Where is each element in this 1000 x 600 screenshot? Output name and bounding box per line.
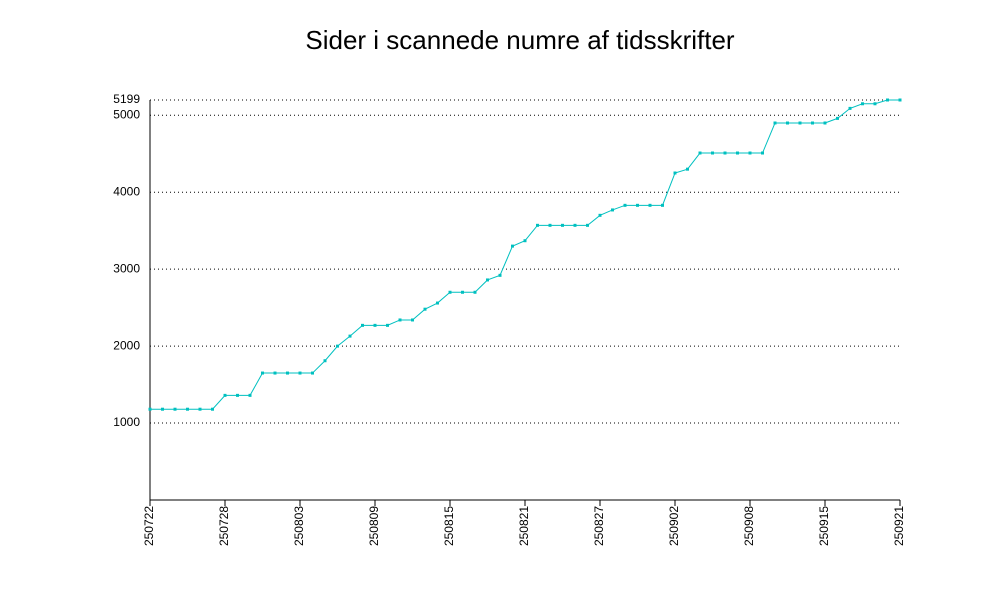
data-point — [248, 393, 252, 397]
x-tick-label: 250915 — [817, 506, 831, 546]
data-point — [323, 359, 327, 363]
chart-title: Sider i scannede numre af tidsskrifter — [305, 25, 735, 55]
data-point — [498, 273, 502, 277]
data-point — [486, 278, 489, 282]
data-point — [423, 307, 427, 311]
data-point — [811, 121, 814, 125]
data-point — [373, 323, 377, 327]
data-point — [573, 223, 577, 227]
data-point — [686, 167, 689, 171]
data-point — [886, 98, 889, 102]
data-point — [823, 121, 827, 125]
x-tick-label: 250728 — [217, 506, 231, 546]
data-point — [623, 203, 627, 207]
data-point — [586, 223, 589, 227]
y-tick-label: 5000 — [113, 107, 140, 121]
data-point — [723, 151, 727, 155]
data-point — [436, 301, 439, 305]
y-tick-label: 3000 — [113, 261, 140, 275]
data-point — [186, 407, 189, 411]
data-point — [698, 151, 702, 155]
data-point — [673, 171, 677, 175]
data-point — [361, 323, 364, 327]
x-tick-label: 250815 — [442, 506, 456, 546]
x-tick-label: 250827 — [592, 506, 606, 546]
data-point — [898, 98, 902, 102]
data-point — [173, 407, 177, 411]
data-point — [786, 121, 789, 125]
x-tick-label: 250921 — [892, 506, 906, 546]
x-tick-label: 250902 — [667, 506, 681, 546]
data-point — [648, 203, 652, 207]
data-point — [873, 102, 877, 106]
data-point — [473, 290, 477, 294]
y-tick-label: 1000 — [113, 415, 140, 429]
y-tick-label: 4000 — [113, 184, 140, 198]
x-tick-label: 250803 — [292, 506, 306, 546]
data-point — [286, 371, 289, 375]
data-point — [611, 208, 614, 212]
data-point — [148, 407, 152, 411]
data-point — [511, 244, 514, 248]
data-point — [236, 393, 239, 397]
x-tick-label: 250809 — [367, 506, 381, 546]
data-point — [386, 323, 389, 327]
data-point — [548, 223, 552, 227]
data-point — [311, 371, 314, 375]
data-point — [161, 407, 164, 411]
data-point — [536, 223, 539, 227]
data-point — [598, 213, 602, 217]
data-point — [273, 371, 277, 375]
data-point — [861, 102, 864, 106]
data-point — [798, 121, 802, 125]
data-point — [448, 290, 452, 294]
x-tick-label: 250908 — [742, 506, 756, 546]
data-point — [836, 116, 839, 120]
data-point — [773, 121, 777, 125]
data-point — [561, 223, 564, 227]
data-point — [461, 290, 464, 294]
x-tick-label: 250821 — [517, 506, 531, 546]
y-tick-label: 5199 — [113, 92, 140, 106]
data-point — [398, 318, 402, 322]
data-point — [223, 393, 227, 397]
data-point — [348, 334, 352, 338]
data-point — [848, 106, 852, 110]
data-point — [736, 151, 739, 155]
data-point — [261, 371, 264, 375]
data-point — [636, 203, 639, 207]
data-point — [711, 151, 714, 155]
y-tick-label: 2000 — [113, 338, 140, 352]
data-point — [211, 407, 214, 411]
data-point — [411, 318, 414, 322]
data-point — [761, 151, 764, 155]
data-point — [298, 371, 302, 375]
data-point — [523, 239, 527, 243]
data-point — [198, 407, 202, 411]
data-point — [661, 203, 664, 207]
data-point — [336, 344, 339, 348]
x-tick-label: 250722 — [142, 506, 156, 546]
data-point — [748, 151, 752, 155]
